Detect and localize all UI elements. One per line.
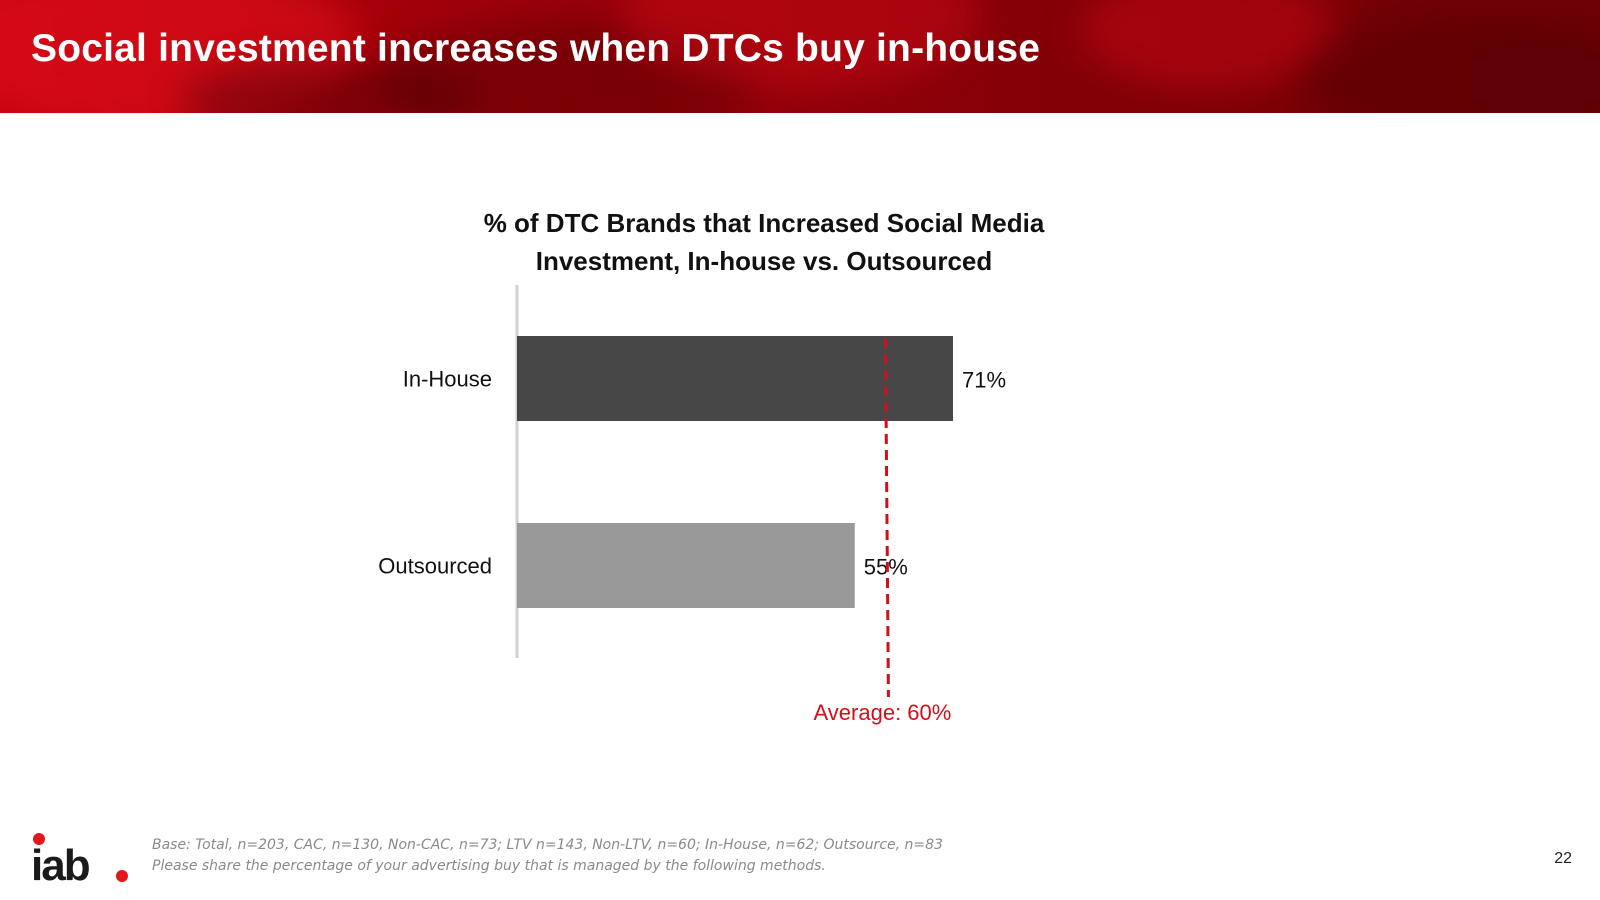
category-label: In-House	[403, 367, 492, 392]
footnote-base: Base: Total, n=203, CAC, n=130, Non-CAC,…	[152, 837, 943, 853]
page-title: Social investment increases when DTCs bu…	[31, 27, 1041, 70]
data-label: 55%	[864, 555, 908, 580]
chart-title-line: % of DTC Brands that Increased Social Me…	[484, 208, 1045, 238]
iab-logo: iab	[31, 833, 128, 884]
chart-title-line: Investment, In-house vs. Outsourced	[536, 246, 993, 276]
average-label: Average: 60%	[814, 700, 952, 725]
footnote: Base: Total, n=203, CAC, n=130, Non-CAC,…	[152, 835, 943, 877]
logo-dot-end	[116, 870, 128, 882]
header-banner: Social investment increases when DTCs bu…	[0, 0, 1600, 113]
bar-outsourced	[517, 523, 855, 608]
logo-text: iab	[31, 841, 90, 884]
banner-texture	[0, 0, 360, 113]
category-label: Outsourced	[378, 554, 492, 579]
footnote-question: Please share the percentage of your adve…	[152, 858, 826, 874]
page-number: 22	[1554, 850, 1572, 867]
logo-dot-i	[33, 833, 45, 845]
bar-in-house	[517, 336, 953, 421]
banner-texture	[380, 20, 760, 113]
data-label: 71%	[962, 368, 1006, 393]
average-line	[883, 337, 890, 698]
